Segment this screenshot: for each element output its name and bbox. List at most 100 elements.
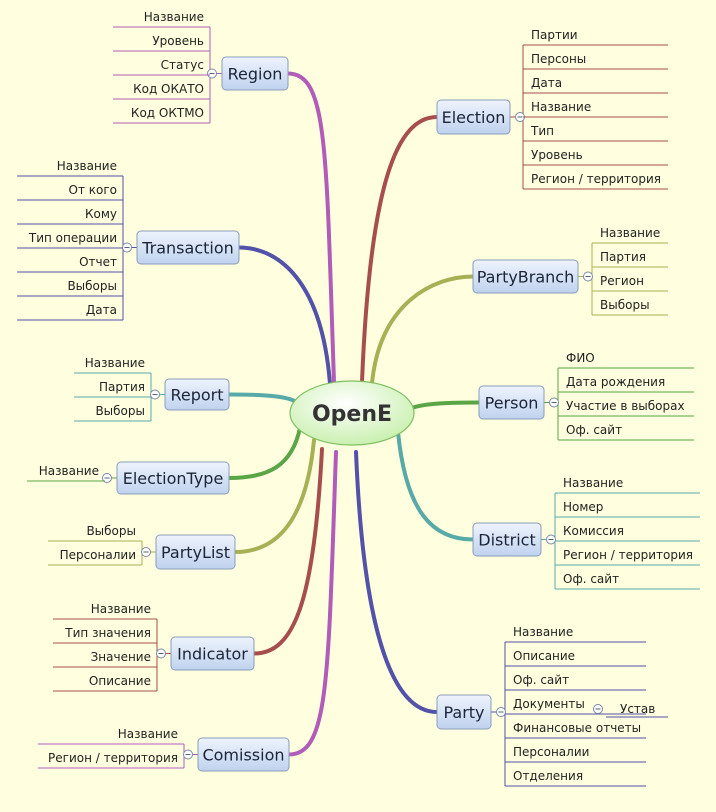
branch-link-district bbox=[396, 430, 475, 542]
child-item[interactable]: Персоналии bbox=[48, 548, 142, 566]
node-region[interactable]: Region bbox=[221, 56, 289, 91]
child-item[interactable]: Выборы bbox=[74, 404, 151, 422]
child-item[interactable]: Название bbox=[17, 159, 123, 177]
node-comission[interactable]: Comission bbox=[197, 737, 290, 772]
child-label: Тип операции bbox=[28, 231, 117, 245]
collapse-toggle-district[interactable] bbox=[546, 534, 556, 545]
child-item[interactable]: Выборы bbox=[17, 279, 123, 297]
branch-link-electiontype bbox=[227, 426, 302, 480]
node-party[interactable]: Party bbox=[436, 694, 492, 730]
child-item[interactable]: Документы bbox=[505, 697, 646, 715]
child-item[interactable]: Название bbox=[113, 10, 210, 28]
child-label: Регион / территория bbox=[563, 548, 693, 562]
collapse-toggle-documents[interactable] bbox=[593, 704, 603, 714]
child-item[interactable]: Финансовые отчеты bbox=[505, 721, 646, 739]
node-report[interactable]: Report bbox=[164, 378, 230, 411]
child-item[interactable]: Номер bbox=[555, 500, 700, 518]
node-label-partybranch: PartyBranch bbox=[477, 268, 575, 287]
child-item[interactable]: Статус bbox=[113, 58, 210, 76]
child-item[interactable]: От кого bbox=[17, 183, 123, 201]
child-item[interactable]: Тип значения bbox=[53, 626, 157, 644]
child-label: Документы bbox=[513, 697, 585, 711]
branch-link-indicator bbox=[252, 447, 324, 656]
child-item[interactable]: Название bbox=[505, 625, 646, 643]
child-item[interactable]: Описание bbox=[53, 674, 157, 692]
child-item[interactable]: Регион / территория bbox=[523, 172, 668, 190]
branch-link-party bbox=[354, 450, 439, 714]
child-item[interactable]: Участие в выборах bbox=[558, 399, 694, 417]
child-item[interactable]: Название bbox=[592, 226, 668, 244]
node-indicator[interactable]: Indicator bbox=[170, 636, 255, 671]
child-label: Партия bbox=[99, 380, 145, 394]
child-item[interactable]: Код ОКТМО bbox=[113, 106, 210, 124]
child-item[interactable]: Название bbox=[555, 476, 700, 494]
node-transaction[interactable]: Transaction bbox=[136, 230, 240, 265]
child-label: Выборы bbox=[86, 524, 136, 538]
collapse-toggle-electiontype[interactable] bbox=[102, 473, 112, 483]
child-item[interactable]: Дата bbox=[523, 76, 668, 94]
node-person[interactable]: Person bbox=[478, 385, 545, 420]
child-item[interactable]: Дата рождения bbox=[558, 375, 694, 393]
child-item[interactable]: Выборы bbox=[592, 298, 668, 316]
child-item[interactable]: Код ОКАТО bbox=[113, 82, 210, 100]
child-item[interactable]: Партии bbox=[523, 28, 668, 46]
child-item[interactable]: Отделения bbox=[505, 769, 646, 787]
collapse-toggle-comission[interactable] bbox=[183, 749, 193, 760]
collapse-toggle-transaction[interactable] bbox=[122, 242, 132, 253]
child-item[interactable]: Тип операции bbox=[17, 231, 123, 249]
child-item[interactable]: Название bbox=[523, 100, 668, 118]
child-item[interactable]: Выборы bbox=[48, 524, 142, 542]
collapse-toggle-report[interactable] bbox=[150, 389, 160, 400]
child-item[interactable]: Регион bbox=[592, 274, 668, 292]
child-label: Дата bbox=[531, 76, 562, 90]
child-item[interactable]: Оф. сайт bbox=[558, 423, 694, 441]
collapse-toggle-party[interactable] bbox=[496, 707, 506, 717]
collapse-toggle-partybranch[interactable] bbox=[583, 271, 593, 282]
node-district[interactable]: District bbox=[472, 522, 542, 557]
node-label-person: Person bbox=[485, 394, 539, 413]
child-label: Выборы bbox=[600, 298, 650, 312]
child-item[interactable]: Персоны bbox=[523, 52, 668, 70]
branch-link-person bbox=[406, 400, 481, 412]
child-item[interactable]: Уровень bbox=[113, 34, 210, 52]
child-label: Регион / территория bbox=[48, 751, 178, 765]
child-item[interactable]: Уровень bbox=[523, 148, 668, 166]
child-item[interactable]: Оф. сайт bbox=[505, 673, 646, 691]
child-item[interactable]: Оф. сайт bbox=[555, 572, 700, 590]
collapse-toggle-person[interactable] bbox=[549, 397, 559, 408]
child-label: Код ОКТМО bbox=[131, 106, 204, 120]
node-election[interactable]: Election bbox=[436, 99, 511, 135]
node-partylist[interactable]: PartyList bbox=[155, 534, 236, 570]
node-partybranch[interactable]: PartyBranch bbox=[472, 259, 579, 294]
child-item[interactable]: Регион / территория bbox=[555, 548, 700, 566]
child-item[interactable]: Название bbox=[27, 464, 105, 482]
central-node[interactable]: OpenE bbox=[289, 380, 415, 446]
child-item[interactable]: ФИО bbox=[558, 351, 694, 369]
collapse-toggle-indicator[interactable] bbox=[156, 648, 166, 659]
child-item[interactable]: Кому bbox=[17, 207, 123, 225]
child-item[interactable]: Партия bbox=[74, 380, 151, 398]
child-item[interactable]: Описание bbox=[505, 649, 646, 667]
child-label: Название bbox=[118, 727, 178, 741]
child-item[interactable]: Название bbox=[74, 356, 151, 374]
collapse-toggle-region[interactable] bbox=[207, 68, 217, 79]
child-label: Персоналии bbox=[513, 745, 589, 759]
child-item[interactable]: Название bbox=[38, 727, 184, 745]
sub-item[interactable]: Устав bbox=[606, 702, 668, 718]
child-item[interactable]: Дата bbox=[17, 303, 123, 321]
child-item[interactable]: Тип bbox=[523, 124, 668, 142]
child-label: Дата bbox=[86, 303, 117, 317]
branch-link-report bbox=[227, 392, 300, 405]
child-item[interactable]: Значение bbox=[53, 650, 157, 668]
sub-item-label: Устав bbox=[620, 702, 655, 716]
child-item[interactable]: Название bbox=[53, 602, 157, 620]
child-item[interactable]: Персоналии bbox=[505, 745, 646, 763]
node-electiontype[interactable]: ElectionType bbox=[116, 461, 230, 495]
child-item[interactable]: Партия bbox=[592, 250, 668, 268]
branch-link-partylist bbox=[233, 438, 316, 554]
collapse-toggle-partylist[interactable] bbox=[141, 547, 151, 557]
child-item[interactable]: Комиссия bbox=[555, 524, 700, 542]
child-label: Название bbox=[85, 356, 145, 370]
child-item[interactable]: Отчет bbox=[17, 255, 123, 273]
child-item[interactable]: Регион / территория bbox=[38, 751, 184, 769]
